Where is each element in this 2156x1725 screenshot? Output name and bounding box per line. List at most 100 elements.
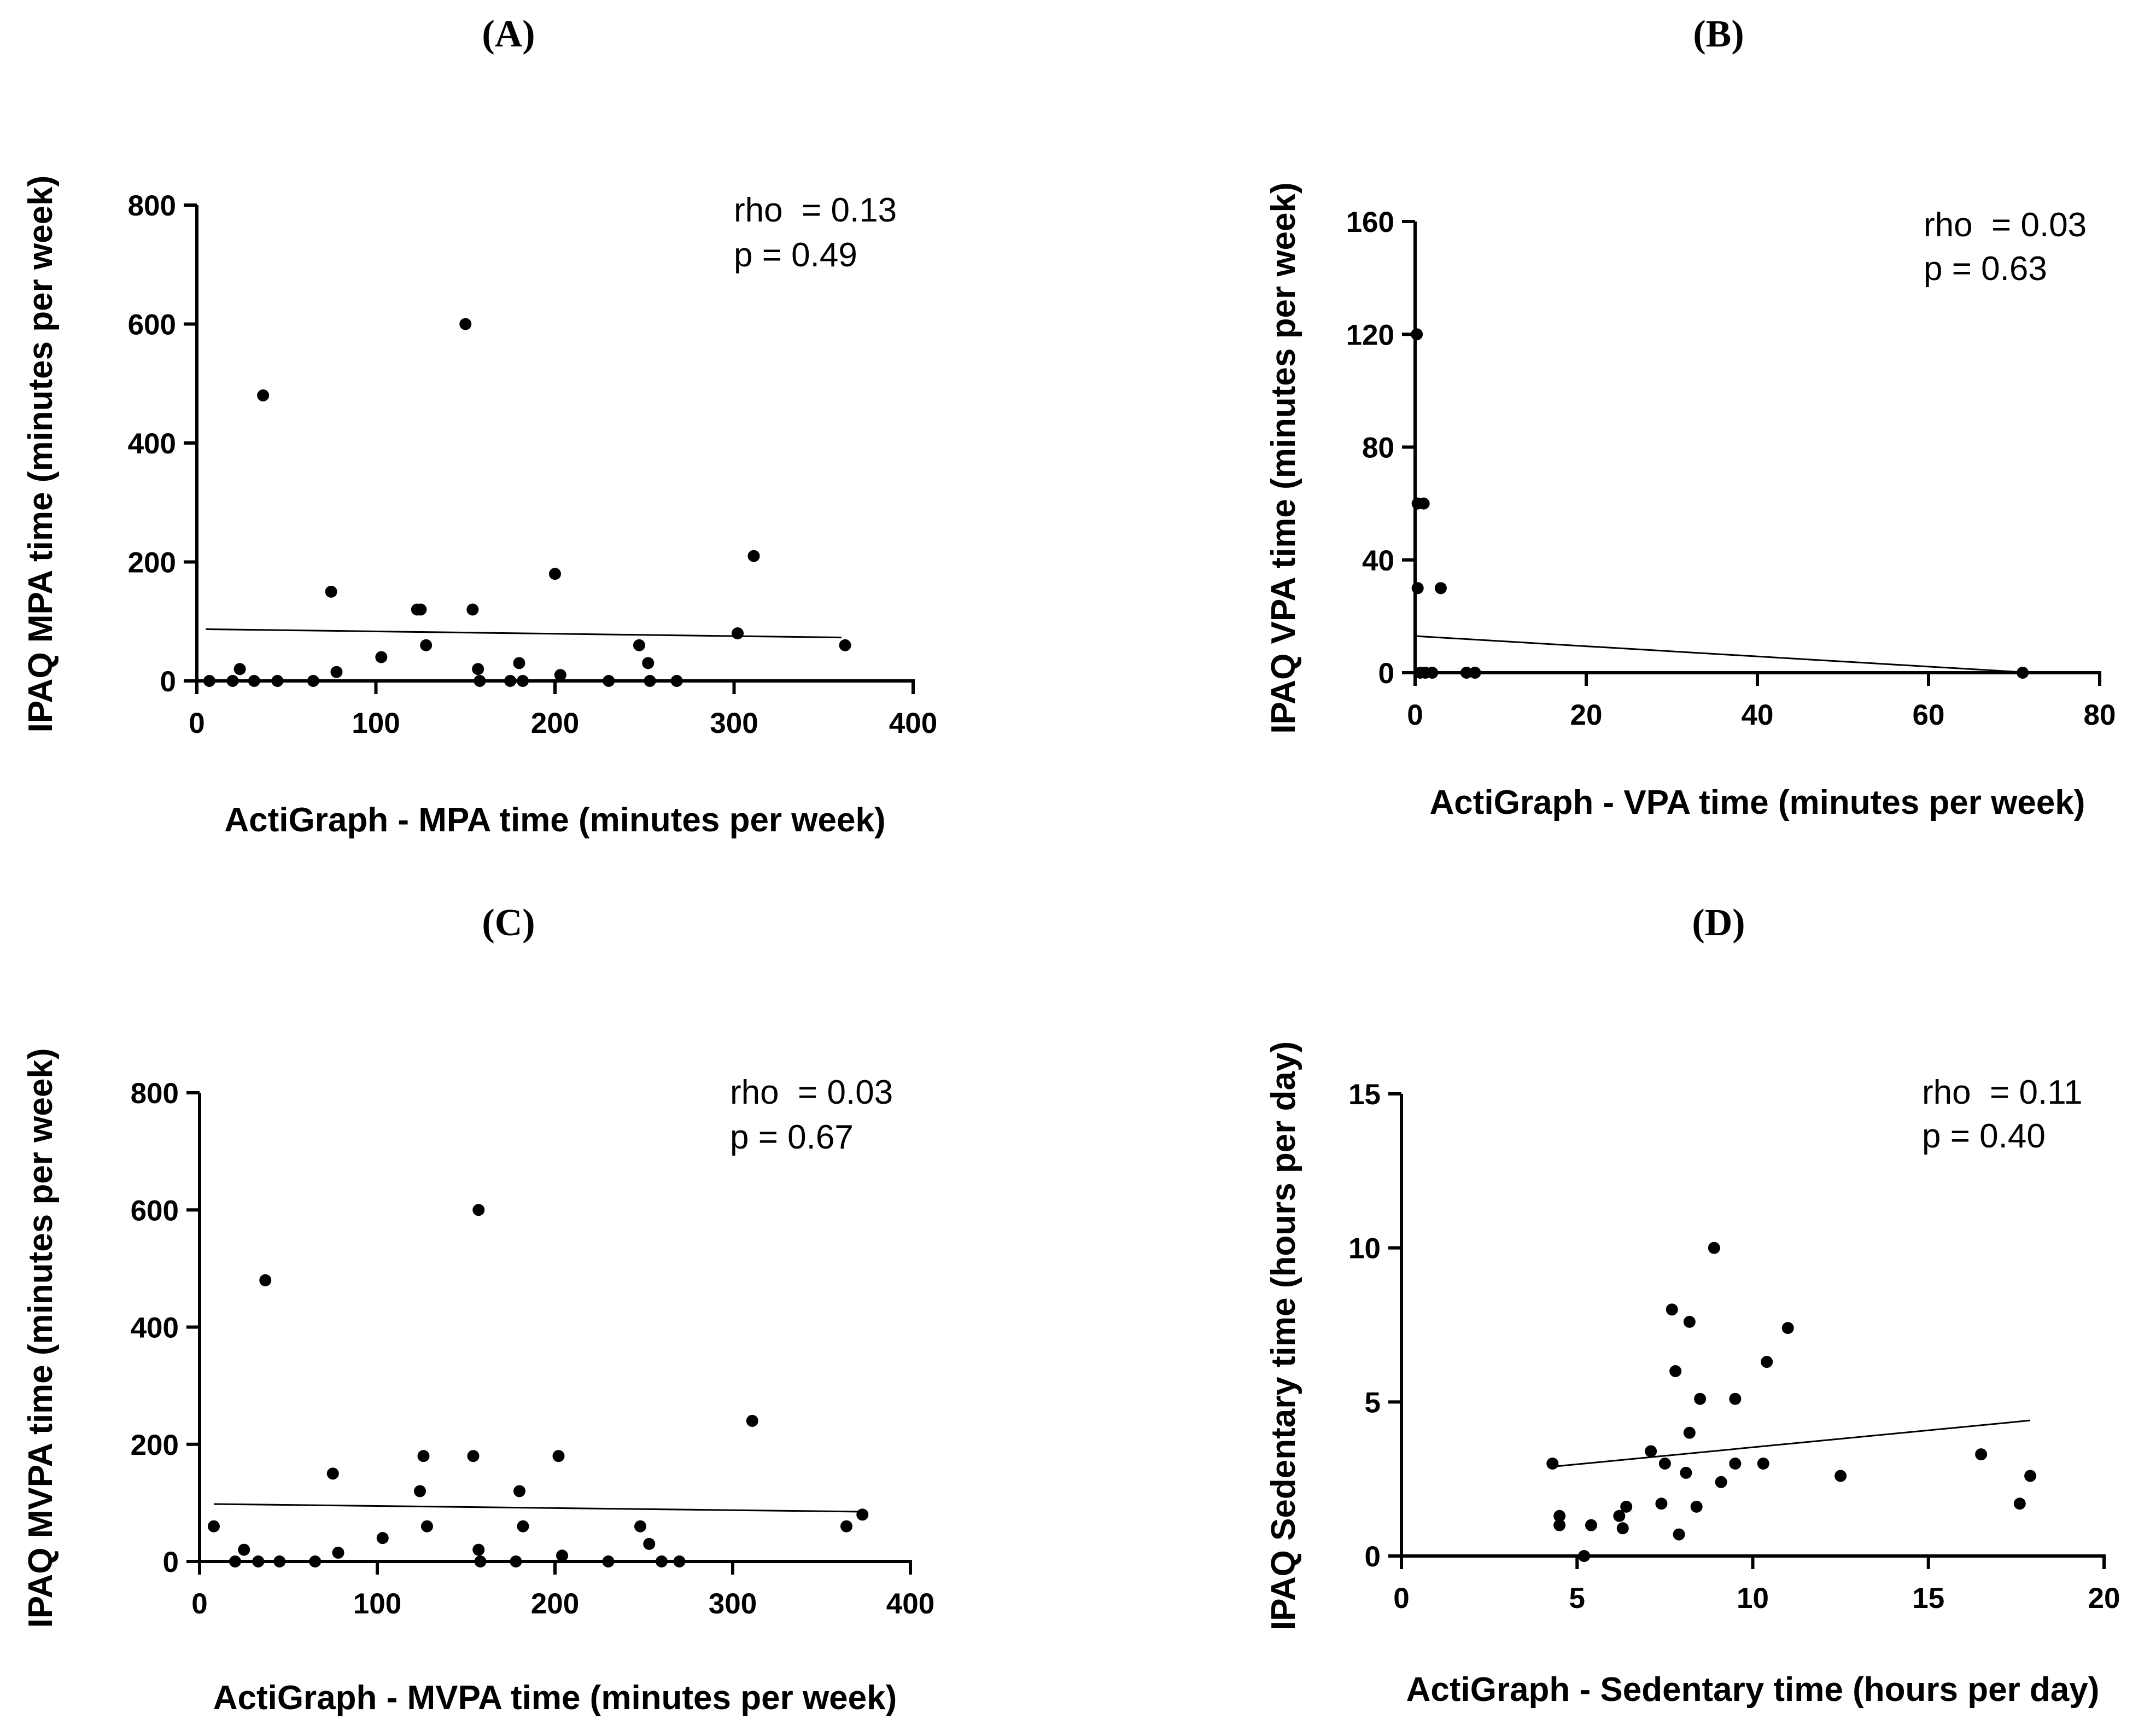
- y-tick-label: 800: [131, 1077, 179, 1110]
- data-point: [208, 1520, 220, 1532]
- x-tick-label: 300: [709, 1588, 757, 1620]
- data-point: [375, 651, 388, 663]
- data-point: [273, 1555, 286, 1567]
- data-point: [510, 1555, 522, 1567]
- regression-line: [1552, 1419, 2031, 1468]
- y-tick-label: 0: [163, 1546, 179, 1578]
- data-point: [1616, 1522, 1629, 1535]
- p-value-annotation: p = 0.67: [730, 1118, 854, 1156]
- y-tick-label: 5: [1365, 1386, 1381, 1419]
- y-tick-label: 80: [1362, 432, 1394, 464]
- data-point: [271, 675, 284, 687]
- panel-label: (C): [482, 902, 535, 944]
- data-point: [1715, 1476, 1727, 1488]
- data-point: [259, 1274, 272, 1286]
- y-axis-title: IPAQ VPA time (minutes per week): [1265, 182, 1302, 733]
- data-point: [634, 1520, 646, 1532]
- data-point: [554, 669, 566, 681]
- data-point: [1669, 1365, 1682, 1377]
- data-point: [472, 1543, 485, 1556]
- x-tick-label: 200: [531, 707, 579, 739]
- data-point: [1645, 1445, 1657, 1458]
- data-point: [552, 1450, 565, 1462]
- panel-label: (D): [1692, 902, 1745, 944]
- x-tick-label: 5: [1569, 1582, 1585, 1615]
- regression-line: [206, 628, 842, 639]
- y-axis-title: IPAQ MVPA time (minutes per week): [22, 1048, 60, 1628]
- data-point: [644, 675, 656, 687]
- data-point: [1761, 1356, 1773, 1368]
- data-point: [248, 675, 260, 687]
- rho-annotation: rho = 0.03: [1924, 206, 2087, 244]
- x-tick-label: 400: [889, 707, 937, 739]
- data-point: [643, 1537, 656, 1550]
- y-tick-label: 0: [160, 666, 176, 698]
- data-point: [556, 1549, 568, 1562]
- data-point: [673, 1555, 686, 1567]
- data-point: [1694, 1392, 1707, 1405]
- data-point: [1708, 1242, 1720, 1254]
- data-point: [203, 675, 215, 687]
- data-point: [472, 663, 484, 675]
- data-point: [1729, 1392, 1742, 1405]
- data-point: [1781, 1322, 1794, 1334]
- y-tick-label: 600: [131, 1194, 179, 1227]
- y-tick-label: 600: [128, 309, 176, 341]
- data-point: [414, 603, 427, 616]
- data-point: [1683, 1315, 1696, 1328]
- data-point: [1578, 1550, 1591, 1562]
- data-point: [549, 568, 561, 580]
- data-point: [1729, 1458, 1742, 1470]
- panel-label: (A): [482, 13, 535, 55]
- data-point: [517, 1520, 529, 1532]
- data-point: [1417, 497, 1430, 510]
- data-point: [309, 1555, 322, 1567]
- data-point: [2017, 667, 2029, 679]
- rho-annotation: rho = 0.03: [730, 1074, 893, 1111]
- x-tick-label: 60: [1913, 699, 1945, 731]
- data-point: [474, 675, 486, 687]
- data-point: [233, 663, 246, 675]
- data-point: [252, 1555, 265, 1567]
- data-point: [1434, 582, 1447, 595]
- data-point: [1673, 1528, 1685, 1541]
- data-point: [1757, 1458, 1769, 1470]
- data-point: [1546, 1458, 1559, 1470]
- x-axis-title: ActiGraph - VPA time (minutes per week): [1430, 784, 2085, 821]
- p-value-annotation: p = 0.40: [1922, 1117, 2046, 1155]
- data-point: [1834, 1470, 1847, 1482]
- data-point: [472, 1204, 485, 1216]
- y-tick-label: 0: [1378, 657, 1394, 690]
- data-point: [474, 1555, 487, 1567]
- x-tick-label: 100: [352, 707, 400, 739]
- x-tick-label: 20: [1570, 699, 1603, 731]
- x-tick-label: 15: [1912, 1582, 1944, 1615]
- data-point: [732, 627, 744, 639]
- data-point: [466, 603, 479, 616]
- data-point: [517, 675, 529, 687]
- regression-line: [1415, 635, 2031, 674]
- y-tick-label: 200: [131, 1429, 179, 1461]
- data-point: [1469, 667, 1481, 679]
- data-point: [633, 639, 645, 651]
- data-point: [1680, 1466, 1692, 1479]
- x-tick-label: 40: [1742, 699, 1774, 731]
- x-tick-label: 0: [1393, 1582, 1409, 1615]
- data-point: [603, 675, 615, 687]
- data-point: [840, 1520, 852, 1532]
- y-tick-label: 160: [1346, 206, 1394, 238]
- data-point: [238, 1543, 250, 1556]
- x-axis-title: ActiGraph - MPA time (minutes per week): [224, 801, 885, 839]
- data-point: [1683, 1426, 1696, 1439]
- x-tick-label: 0: [189, 707, 205, 739]
- data-point: [746, 1414, 758, 1427]
- x-axis-title: ActiGraph - MVPA time (minutes per week): [213, 1679, 897, 1717]
- data-point: [1655, 1497, 1668, 1510]
- y-tick-label: 15: [1348, 1079, 1381, 1111]
- x-tick-label: 100: [353, 1588, 401, 1620]
- p-value-annotation: p = 0.63: [1924, 250, 2047, 288]
- data-point: [1658, 1458, 1671, 1470]
- data-point: [513, 1485, 525, 1497]
- data-point: [1411, 328, 1423, 341]
